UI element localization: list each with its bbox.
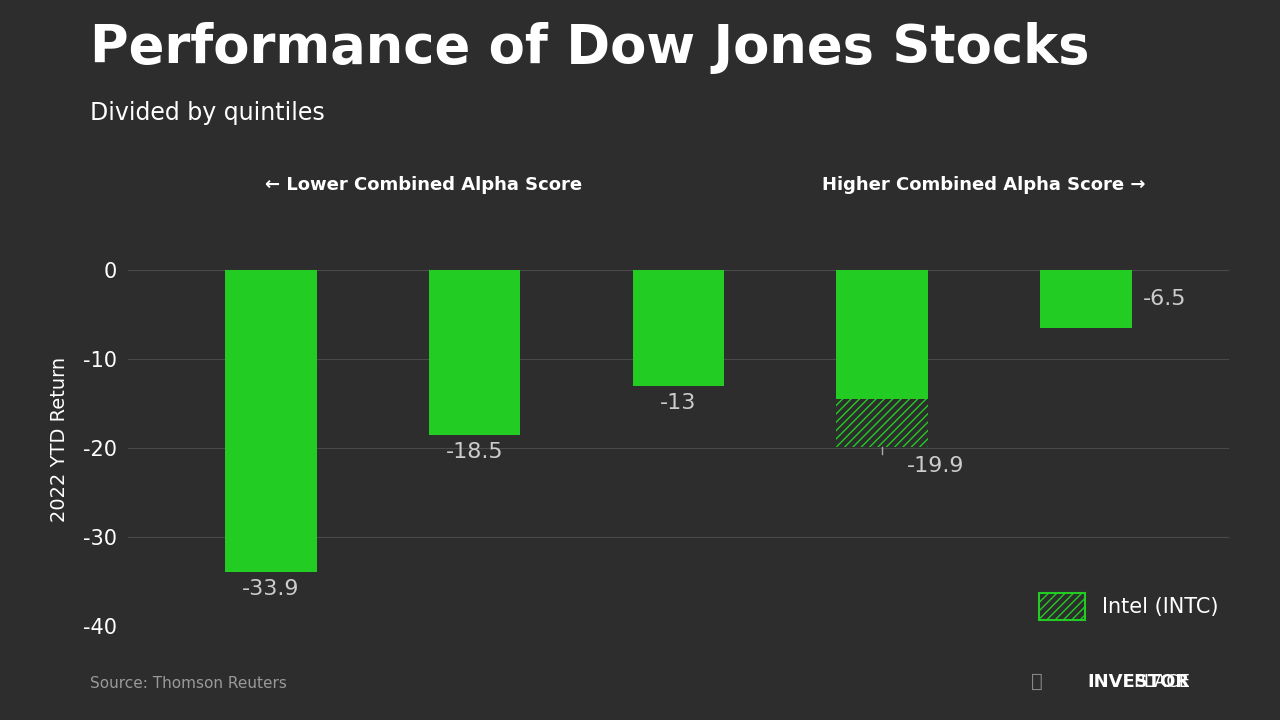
Text: PLACE: PLACE (1133, 673, 1190, 691)
Text: Source: Thomson Reuters: Source: Thomson Reuters (90, 676, 287, 691)
Legend: Intel (INTC): Intel (INTC) (1039, 593, 1219, 620)
Text: -6.5: -6.5 (1143, 289, 1187, 309)
Text: Performance of Dow Jones Stocks: Performance of Dow Jones Stocks (90, 22, 1089, 73)
Text: Divided by quintiles: Divided by quintiles (90, 101, 324, 125)
Bar (836, 399, 928, 447)
Text: Higher Combined Alpha Score →: Higher Combined Alpha Score → (823, 176, 1146, 194)
Text: -13: -13 (660, 393, 696, 413)
Text: ⌖: ⌖ (1032, 672, 1043, 691)
Bar (429, 270, 521, 435)
Text: -18.5: -18.5 (445, 442, 503, 462)
Bar (632, 270, 724, 386)
Bar (225, 270, 316, 572)
Text: -33.9: -33.9 (242, 579, 300, 599)
Bar (1041, 270, 1132, 328)
Text: ← Lower Combined Alpha Score: ← Lower Combined Alpha Score (265, 176, 582, 194)
Y-axis label: 2022 YTD Return: 2022 YTD Return (50, 356, 69, 522)
Bar (836, 270, 928, 399)
Text: INVESTOR: INVESTOR (1087, 673, 1189, 691)
Text: -19.9: -19.9 (906, 456, 964, 476)
